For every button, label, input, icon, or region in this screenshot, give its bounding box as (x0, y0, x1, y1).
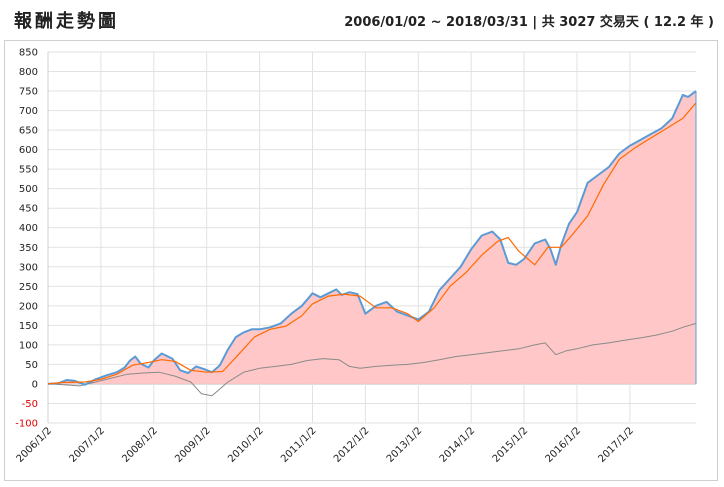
x-tick-label: 2012/1/2 (332, 425, 372, 465)
page-title: 報酬走勢圖 (14, 11, 119, 32)
y-tick-label: 150 (19, 321, 38, 332)
y-tick-label: 250 (19, 282, 38, 293)
x-tick-label: 2015/1/2 (491, 425, 531, 465)
benchmark-line (47, 322, 697, 397)
y-tick-label: 400 (19, 223, 38, 234)
y-tick-label: 850 (19, 48, 38, 59)
y-tick-label: 800 (19, 67, 38, 78)
y-tick-label: 0 (32, 379, 38, 390)
y-tick-label: 550 (19, 165, 38, 176)
x-tick-label: 2008/1/2 (120, 425, 160, 465)
y-tick-label: 500 (19, 184, 38, 195)
y-tick-label: 450 (19, 204, 38, 215)
y-tick-label: -50 (22, 399, 38, 410)
strategy-line (47, 90, 697, 386)
y-tick-label: 200 (19, 301, 38, 312)
x-tick-label: 2016/1/2 (544, 425, 584, 465)
moving-average-line (47, 102, 697, 385)
x-tick-label: 2009/1/2 (173, 425, 213, 465)
x-tick-label: 2006/1/2 (15, 425, 55, 465)
y-tick-label: 600 (19, 145, 38, 156)
y-tick-label: -100 (15, 419, 38, 430)
x-axis-ticks: 2006/1/2 2007/1/2 2008/1/2 2009/1/2 2010/1/2… (15, 425, 636, 465)
x-tick-label: 2014/1/2 (438, 425, 478, 465)
strategy-area-fill (48, 91, 696, 385)
y-tick-label: 50 (25, 360, 38, 371)
y-tick-label: 700 (19, 106, 38, 117)
x-tick-label: 2017/1/2 (596, 425, 636, 465)
y-tick-label: 350 (19, 243, 38, 254)
x-tick-label: 2011/1/2 (279, 425, 319, 465)
header: 報酬走勢圖 2006/01/02 ~ 2018/03/31 | 共 3027 交… (0, 0, 724, 40)
y-tick-label: 100 (19, 340, 38, 351)
x-tick-label: 2010/1/2 (226, 425, 266, 465)
y-tick-label: 750 (19, 87, 38, 98)
y-tick-label: 300 (19, 262, 38, 273)
y-axis-ticks: -100 -50 0 50 100 150 200 250 300 350 400 450 500 550… (15, 48, 38, 430)
y-tick-label: 650 (19, 126, 38, 137)
x-tick-label: 2007/1/2 (67, 425, 107, 465)
date-range-summary: 2006/01/02 ~ 2018/03/31 | 共 3027 交易天 ( 1… (344, 14, 714, 30)
x-tick-label: 2013/1/2 (385, 425, 425, 465)
